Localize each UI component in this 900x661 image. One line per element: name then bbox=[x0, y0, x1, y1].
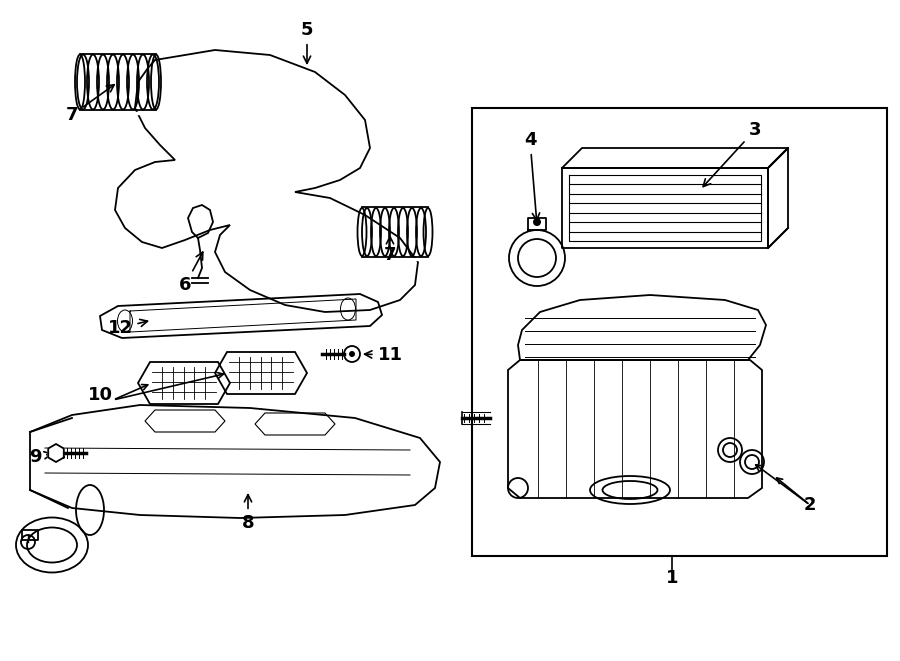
Text: 3: 3 bbox=[703, 121, 761, 186]
Text: 7: 7 bbox=[66, 85, 114, 124]
Text: 9: 9 bbox=[29, 448, 51, 466]
Text: 12: 12 bbox=[107, 319, 148, 337]
Text: 1: 1 bbox=[666, 569, 679, 587]
Text: 10: 10 bbox=[87, 386, 112, 404]
Circle shape bbox=[533, 218, 541, 226]
Text: 7: 7 bbox=[383, 237, 396, 264]
Text: 8: 8 bbox=[242, 494, 255, 532]
Text: 11: 11 bbox=[364, 346, 402, 364]
Text: 5: 5 bbox=[301, 21, 313, 63]
Text: 2: 2 bbox=[804, 496, 816, 514]
Circle shape bbox=[349, 351, 355, 357]
Polygon shape bbox=[49, 444, 64, 462]
Bar bbox=[472, 108, 887, 556]
Text: 4: 4 bbox=[524, 131, 540, 220]
Text: 6: 6 bbox=[179, 252, 203, 294]
